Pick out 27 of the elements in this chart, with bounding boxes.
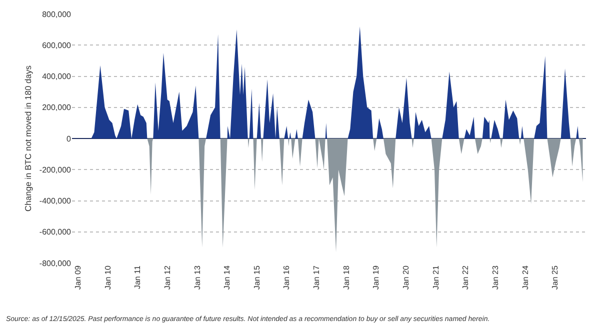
x-tick-label: Jan 09 [74,265,83,290]
x-tick-label: Jan 20 [402,265,410,290]
x-tick-label: Jan 16 [282,265,292,290]
x-tick-label: Jan 14 [222,265,232,290]
x-tick-label: Jan 23 [490,265,500,290]
x-tick-label: Jan 17 [312,265,322,290]
y-tick-label: -400,000 [39,196,72,206]
x-tick-label: Jan 13 [192,265,202,290]
y-tick-label: 600,000 [42,40,72,50]
y-tick-label: -600,000 [39,228,72,237]
x-tick-label: Jan 25 [550,265,560,290]
y-tick-label: -200,000 [39,165,72,174]
y-tick-label: 0 [66,134,72,144]
x-tick-label: Jan 10 [103,265,112,290]
x-tick-label: Jan 22 [461,265,470,290]
y-tick-label: -800,000 [39,258,72,268]
x-tick-label: Jan 19 [372,265,381,290]
y-tick-label: 800,000 [42,10,72,19]
x-tick-label: Jan 12 [162,265,172,290]
x-tick-label: Jan 21 [431,265,440,290]
y-tick-label: 200,000 [42,103,72,112]
y-axis-title: Change in BTC not moved in 180 days [22,65,33,212]
x-tick-label: Jan 24 [520,265,530,290]
x-tick-label: Jan 15 [252,265,262,290]
x-tick-label: Jan 11 [133,265,142,290]
x-tick-label: Jan 18 [342,265,351,290]
y-tick-label: 400,000 [42,72,72,82]
